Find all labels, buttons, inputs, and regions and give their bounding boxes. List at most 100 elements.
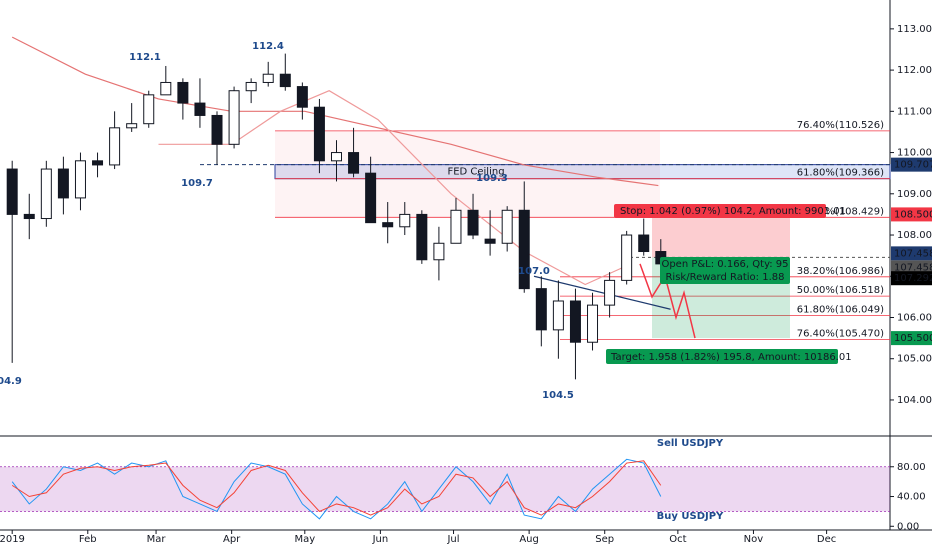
y-tick-label: 110.000: [897, 148, 932, 159]
candle-body: [433, 242, 445, 261]
price-tag-label: 107.458: [894, 248, 932, 259]
price-annotation: 107.0: [518, 266, 550, 277]
price-tag-label: 107.292: [894, 273, 932, 284]
fib-label: 50.00%(106.518): [797, 285, 884, 296]
x-tick-label: May: [294, 534, 315, 545]
x-tick-label: Feb: [79, 534, 97, 545]
price-tag: [891, 207, 932, 222]
price-annotation: 109.3: [476, 173, 508, 184]
y-tick-label: 108.000: [897, 230, 932, 241]
candle-body: [126, 123, 138, 129]
candle-body: [621, 234, 633, 281]
candle-body: [74, 160, 86, 199]
stop-label: Stop: 1.042 (0.97%) 104.2, Amount: 9901.…: [620, 206, 846, 217]
candle-body: [23, 213, 35, 220]
price-tag: [891, 157, 932, 172]
candle-body: [143, 94, 155, 125]
stop-zone: [652, 214, 790, 258]
candle-body: [501, 209, 513, 244]
candle-body: [57, 168, 69, 199]
candle-body: [92, 160, 104, 166]
y-tick-label: 112.000: [897, 65, 932, 76]
candle-body: [40, 168, 52, 220]
y-tick-label: 111.000: [897, 106, 932, 117]
target-label-box: [606, 349, 838, 364]
x-tick-label: Dec: [817, 534, 836, 545]
candle-body: [228, 90, 240, 145]
candle-body: [604, 279, 616, 306]
candle-body: [279, 73, 291, 88]
fib-label: 38.20%(106.986): [797, 266, 884, 277]
price-annotation: 112.4: [252, 41, 284, 52]
moving-average: [11, 36, 659, 187]
candle-body: [484, 238, 496, 244]
candle-body: [638, 234, 650, 253]
candle-body: [211, 114, 223, 145]
candle-body: [348, 152, 360, 174]
moving-average: [158, 90, 623, 286]
y-tick-label: 104.000: [897, 395, 932, 406]
stoch-tick-label: 0.00: [897, 521, 919, 532]
price-annotation: 104.9: [0, 376, 22, 387]
price-tag: [891, 271, 932, 286]
projection: [639, 263, 696, 339]
candle-body: [262, 73, 274, 83]
zone-label: FED Ceiling: [447, 167, 504, 178]
target-label: Target: 1.958 (1.82%) 195.8, Amount: 101…: [610, 352, 852, 363]
x-tick-label: Mar: [147, 534, 167, 545]
candle-body: [569, 300, 581, 343]
candle-body: [160, 81, 172, 96]
pnl-label: Open P&L: 0.166, Qty: 95: [661, 259, 788, 270]
stoch-line: [11, 458, 662, 520]
price-tag-label: 108.500: [894, 209, 932, 220]
candle-body: [450, 209, 462, 244]
fib-region: [275, 130, 660, 218]
candle-body: [330, 152, 342, 162]
price-tag-label: 109.707: [894, 160, 932, 171]
y-tick-label: 105.000: [897, 354, 932, 365]
fib-label: 50.00%(108.429): [797, 206, 884, 217]
x-tick-label: 2019: [0, 534, 25, 545]
x-tick-label: Jun: [372, 534, 389, 545]
pnl-label-box: [660, 257, 790, 284]
price-annotation: 112.1: [129, 52, 161, 63]
fib-label: 76.40%(110.526): [797, 120, 884, 131]
candle-body: [245, 81, 257, 92]
candle-body: [109, 127, 121, 166]
candle-body: [382, 222, 394, 228]
fib-label: 61.80%(106.049): [797, 304, 884, 315]
price-annotation: 109.7: [181, 178, 213, 189]
stoch-tick-label: 80.00: [897, 462, 926, 473]
candle-body: [177, 81, 189, 104]
price-tag-label: 107.458: [894, 262, 932, 273]
y-tick-label: 113.000: [897, 24, 932, 35]
x-tick-label: Aug: [519, 534, 539, 545]
y-tick-label: 109.000: [897, 189, 932, 200]
fib-label: 76.40%(105.470): [797, 328, 884, 339]
ratio-label: Risk/Reward Ratio: 1.88: [665, 272, 784, 283]
x-tick-label: Apr: [223, 534, 241, 545]
price-tag: [891, 260, 932, 275]
x-tick-label: Oct: [669, 534, 686, 545]
candle-body: [296, 86, 308, 108]
candle-body: [518, 209, 530, 290]
stoch-tick-label: 40.00: [897, 492, 926, 503]
candle-body: [365, 172, 377, 224]
candle-body: [6, 168, 18, 215]
price-tag: [891, 331, 932, 346]
price-tag-label: 105.500: [894, 333, 932, 344]
sell-label: Sell USDJPY: [657, 438, 724, 449]
candle-body: [416, 213, 428, 261]
candle-body: [467, 209, 479, 236]
candle-body: [587, 304, 599, 343]
fib-label: 61.80%(109.366): [797, 168, 884, 179]
x-tick-label: Jul: [446, 534, 459, 545]
buy-label: Buy USDJPY: [657, 511, 724, 522]
y-tick-label: 106.000: [897, 312, 932, 323]
candle-body: [399, 213, 411, 228]
stoch-line: [11, 460, 662, 516]
trendline: [533, 275, 671, 310]
candle-body: [552, 300, 564, 331]
x-tick-label: Nov: [744, 534, 764, 545]
